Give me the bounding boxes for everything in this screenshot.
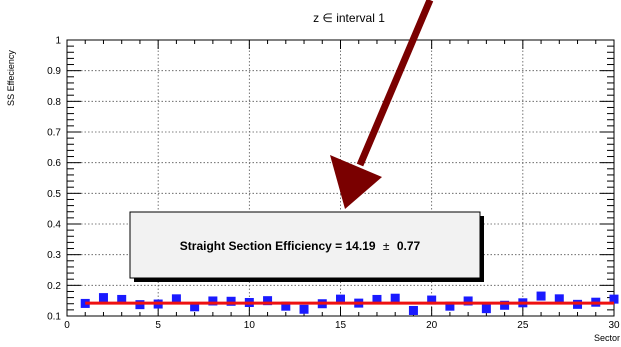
annotation-label: Straight Section Efficiency = 14.19 [180,239,376,253]
data-point [427,295,437,305]
annotation-error: 0.77 [397,239,421,253]
y-axis-title: SS Effeciency [6,50,16,106]
data-point [171,294,181,304]
x-axis-title: Sector [594,333,620,343]
x-tick-label: 0 [64,320,70,331]
data-point [190,302,200,312]
y-tick-label: 0.9 [47,66,61,77]
data-point [463,296,473,306]
x-tick-label: 30 [608,320,620,331]
plot-frame [66,39,615,317]
annotation-arrow [330,0,434,209]
annotation-box: Straight Section Efficiency = 14.19 ± 0.… [129,211,484,282]
data-point [609,294,619,304]
y-tick-label: 0.1 [47,312,61,323]
x-tick-labels: 0 5 10 15 20 25 30 [64,320,620,331]
data-point [263,296,273,306]
x-tick-label: 20 [426,320,438,331]
data-point [98,293,108,303]
data-point [554,294,564,304]
y-tick-label: 0.8 [47,97,61,108]
annotation-pm: ± [383,239,390,253]
svg-text:Straight Section Efficiency =: Straight Section Efficiency = 14.19 ± 0.… [180,239,421,253]
y-tick-label: 1 [55,36,61,47]
data-point [281,301,291,311]
data-point [372,294,382,304]
x-tick-label: 15 [335,320,347,331]
data-point [336,294,345,304]
y-tick-label: 0.2 [47,281,61,292]
x-tick-label: 5 [155,320,161,331]
data-point [445,301,455,311]
x-tick-label: 10 [244,320,256,331]
y-tick-label: 0.7 [47,128,61,139]
data-point [481,304,491,314]
y-tick-labels: 0.1 0.2 0.3 0.4 0.5 0.6 0.7 0.8 0.9 1 [47,36,61,323]
data-point [117,294,127,304]
data-point [226,296,236,306]
data-point [135,300,145,310]
data-point [536,291,546,301]
chart-title: z ∈ interval 1 [313,11,385,25]
y-tick-label: 0.6 [47,158,61,169]
data-point [299,304,309,314]
y-tick-label: 0.3 [47,250,61,261]
y-tick-label: 0.4 [47,220,61,231]
data-point [208,296,218,306]
data-point [390,293,400,303]
data-point [500,300,510,310]
data-point [408,305,418,315]
x-tick-label: 25 [517,320,529,331]
y-tick-label: 0.5 [47,189,61,200]
